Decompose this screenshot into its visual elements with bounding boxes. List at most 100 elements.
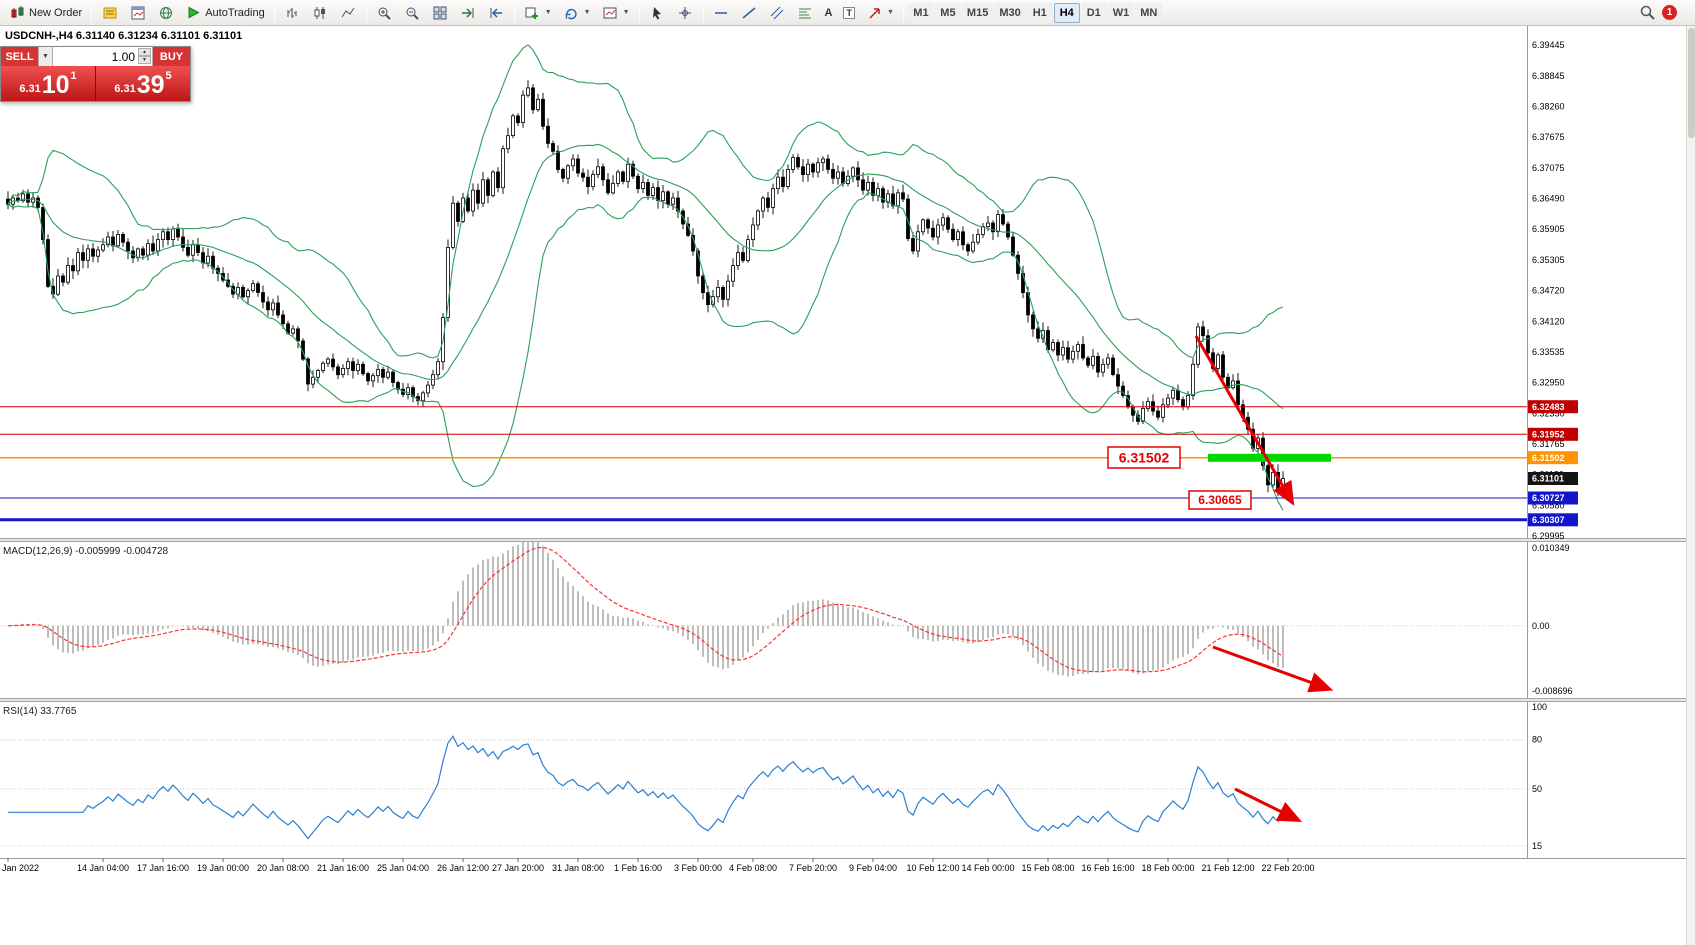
data-window-button[interactable]	[124, 2, 151, 24]
panel-separator	[0, 698, 1695, 702]
price-tag	[1528, 400, 1578, 414]
date-axis-label: 27 Jan 20:00	[492, 863, 544, 873]
tf-h1-button[interactable]: H1	[1026, 2, 1053, 23]
green-zone-highlight	[1208, 453, 1331, 462]
tf-m5-button[interactable]: M5	[934, 2, 961, 23]
volume-dropdown[interactable]: ▼	[38, 47, 53, 66]
profiles-button[interactable]: ▼	[558, 2, 596, 24]
panel-separator	[0, 538, 1695, 542]
svg-text:6.30727: 6.30727	[1532, 493, 1565, 503]
new-order-button[interactable]: New Order	[4, 2, 87, 24]
templates-button[interactable]: ▼	[597, 2, 635, 24]
price-tag	[1528, 491, 1578, 505]
buy-tab[interactable]: BUY	[153, 47, 190, 66]
navigator-icon	[157, 5, 174, 21]
sell-price-pip: 1	[70, 70, 77, 82]
date-axis-label: 15 Feb 08:00	[1021, 863, 1074, 873]
line-chart-icon	[340, 5, 357, 21]
sell-tab[interactable]: SELL	[1, 47, 38, 66]
auto-scroll-icon	[460, 5, 477, 21]
rsi-label: RSI(14) 33.7765	[3, 706, 77, 717]
equidistant-channel-tool-button[interactable]	[764, 2, 791, 24]
sell-price-big: 10	[41, 71, 70, 99]
svg-text:6.31502: 6.31502	[1119, 449, 1170, 465]
volume-down-button[interactable]: ▼	[138, 56, 151, 64]
buy-button[interactable]: 6.31 39 5	[96, 66, 190, 101]
dropdown-arrow-icon: ▼	[622, 9, 630, 16]
rsi-line	[8, 735, 1284, 840]
tf-mn-button[interactable]: MN	[1135, 2, 1163, 23]
search-icon[interactable]	[1639, 5, 1656, 21]
line-chart-mode-button[interactable]	[335, 2, 362, 24]
text-label-icon: T	[843, 6, 855, 19]
price-tag	[1528, 472, 1578, 485]
horizontal-line-tool-button[interactable]	[708, 2, 735, 24]
price-axis-label: 6.36490	[1532, 194, 1565, 204]
tf-m15-button[interactable]: M15	[961, 2, 994, 23]
chart-shift-button[interactable]	[483, 2, 510, 24]
svg-text:6.32483: 6.32483	[1532, 402, 1565, 412]
crosshair-icon	[677, 5, 694, 21]
crosshair-button[interactable]	[672, 2, 699, 24]
autotrading-button[interactable]: AutoTrading	[180, 2, 270, 24]
auto-scroll-button[interactable]	[455, 2, 482, 24]
candlestick-mode-button[interactable]	[307, 2, 334, 24]
macd-label: MACD(12,26,9) -0.005999 -0.004728	[3, 546, 169, 557]
separator	[513, 3, 515, 22]
fibonacci-tool-button[interactable]	[792, 2, 819, 24]
templates-icon	[602, 5, 619, 21]
price-tag	[1528, 451, 1578, 465]
arrow-tool-icon	[866, 5, 883, 21]
new-chart-button[interactable]: ▼	[519, 2, 557, 24]
volume-up-button[interactable]: ▲	[138, 48, 151, 56]
date-axis-label: 1 Feb 16:00	[614, 863, 662, 873]
price-axis-label: 6.29995	[1532, 531, 1565, 541]
svg-text:6.30307: 6.30307	[1532, 515, 1565, 525]
buy-price-small: 6.31	[114, 83, 136, 95]
arrow-tools-button[interactable]: ▼	[861, 2, 899, 24]
tf-m1-button[interactable]: M1	[907, 2, 934, 23]
tf-w1-button[interactable]: W1	[1107, 2, 1135, 23]
navigator-button[interactable]	[152, 2, 179, 24]
tf-d1-button[interactable]: D1	[1080, 2, 1107, 23]
main-chart	[0, 44, 1527, 522]
tf-h4-button[interactable]: H4	[1053, 2, 1080, 23]
chart-shift-icon	[488, 5, 505, 21]
trendline-tool-button[interactable]	[736, 2, 763, 24]
tile-windows-button[interactable]	[427, 2, 454, 24]
market-watch-button[interactable]	[96, 2, 123, 24]
volume-input[interactable]	[53, 47, 152, 66]
cursor-button[interactable]	[644, 2, 671, 24]
new-chart-icon	[524, 5, 541, 21]
price-axis-label: 6.32350	[1532, 409, 1565, 419]
scrollbar-thumb[interactable]	[1688, 28, 1695, 138]
horizontal-line-icon	[713, 5, 730, 21]
cursor-icon	[649, 5, 666, 21]
vertical-scrollbar[interactable]	[1686, 26, 1695, 945]
svg-text:6.31101: 6.31101	[1532, 474, 1564, 484]
bar-chart-mode-button[interactable]	[279, 2, 306, 24]
bb-lower	[7, 191, 1284, 511]
new-order-label: New Order	[29, 6, 83, 19]
sell-button[interactable]: 6.31 10 1	[1, 66, 96, 101]
price-axis-label: 6.31765	[1532, 439, 1565, 449]
volume-field: ▲ ▼	[53, 47, 153, 66]
separator	[273, 3, 275, 22]
tf-m30-button[interactable]: M30	[994, 2, 1026, 23]
zoom-in-button[interactable]	[371, 2, 398, 24]
price-axis-label: 6.34120	[1532, 317, 1565, 327]
date-axis-label: 18 Feb 00:00	[1141, 863, 1194, 873]
one-click-trading-panel: SELL ▼ ▲ ▼ BUY 6.31 10 1 6.31 39 5	[0, 46, 191, 102]
macd-panel	[0, 542, 1527, 677]
rsi-axis-label: 100	[1532, 702, 1547, 712]
data-window-icon	[129, 5, 146, 21]
text-tool-button[interactable]: A	[820, 2, 838, 24]
text-label-tool-button[interactable]: T	[838, 2, 860, 24]
notifications-badge[interactable]: 1	[1662, 5, 1677, 20]
buy-price-big: 39	[136, 71, 165, 99]
price-axis-label: 6.35905	[1532, 224, 1565, 234]
zoom-out-button[interactable]	[399, 2, 426, 24]
separator	[902, 3, 904, 22]
price-axis-label: 6.34720	[1532, 286, 1565, 296]
